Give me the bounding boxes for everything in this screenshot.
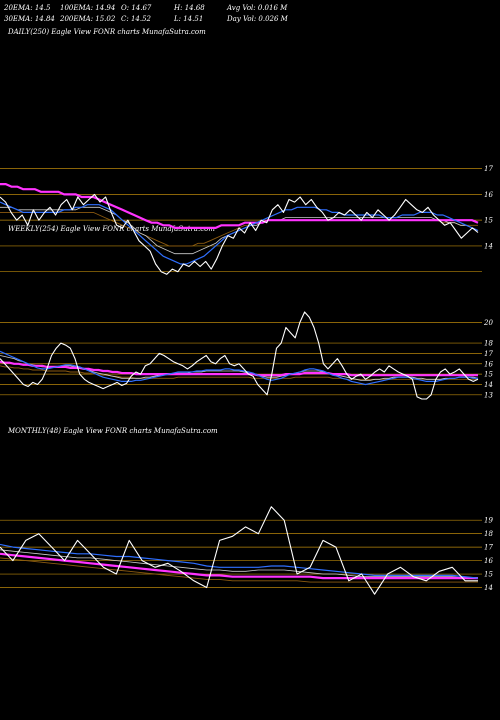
weekly-tick-label: 13 <box>484 391 493 399</box>
header-avg-vol: Avg Vol: 0.016 M <box>227 4 288 12</box>
header-high: H: 14.68 <box>174 4 205 12</box>
monthly-ema-fast-line <box>0 543 479 579</box>
weekly-tick-label: 18 <box>484 340 493 348</box>
monthly-tick-label: 15 <box>484 571 493 579</box>
header-100ema: 100EMA: 14.94 <box>60 4 116 12</box>
monthly-tick-label: 17 <box>484 544 493 552</box>
daily-ema-fast-line <box>0 201 479 265</box>
daily-tick-label: 14 <box>484 242 493 250</box>
weekly-panel: 20 18 17 16 15 14 13 <box>0 311 493 400</box>
monthly-tick-label: 19 <box>484 517 493 525</box>
weekly-tick-label: 14 <box>484 381 493 389</box>
header-20ema: 20EMA: 14.5 <box>4 4 51 12</box>
monthly-ema-slow-line <box>0 552 478 580</box>
monthly-tick-label: 18 <box>484 530 493 538</box>
monthly-price-line <box>0 506 478 595</box>
weekly-tick-label: 16 <box>484 360 493 368</box>
weekly-panel-title: WEEKLY(254) Eagle View FONR charts Munaf… <box>8 225 215 233</box>
daily-panel: 17 16 15 14 <box>0 165 493 275</box>
monthly-ema-brown-line <box>0 557 478 583</box>
weekly-tick-label: 20 <box>483 319 493 327</box>
weekly-tick-label: 17 <box>484 350 493 358</box>
header-day-vol: Day Vol: 0.026 M <box>227 15 288 23</box>
monthly-tick-label: 14 <box>484 584 493 592</box>
daily-tick-label: 16 <box>484 191 493 199</box>
monthly-panel-title: MONTHLY(48) Eagle View FONR charts Munaf… <box>8 427 218 435</box>
header-30ema: 30EMA: 14.84 <box>4 15 55 23</box>
header-close: C: 14.52 <box>121 15 151 23</box>
header-open: O: 14.67 <box>121 4 152 12</box>
header-low: L: 14.51 <box>174 15 204 23</box>
weekly-ema-slow-line <box>0 360 478 377</box>
weekly-price-line <box>0 311 479 400</box>
monthly-panel: 19 18 17 16 15 14 <box>0 506 493 595</box>
daily-ema-slow-line <box>0 183 479 229</box>
daily-tick-label: 15 <box>484 217 493 225</box>
monthly-ema-mid-line <box>0 549 478 579</box>
weekly-ema-fast-line <box>0 350 478 386</box>
daily-panel-title: DAILY(250) Eagle View FONR charts Munafa… <box>8 28 206 36</box>
monthly-tick-label: 16 <box>484 557 493 565</box>
weekly-ema-brown-line <box>0 365 478 380</box>
weekly-tick-label: 15 <box>484 371 493 379</box>
daily-price-line <box>0 193 479 275</box>
header-200ema: 200EMA: 15.02 <box>60 15 116 23</box>
daily-tick-label: 17 <box>484 165 493 173</box>
